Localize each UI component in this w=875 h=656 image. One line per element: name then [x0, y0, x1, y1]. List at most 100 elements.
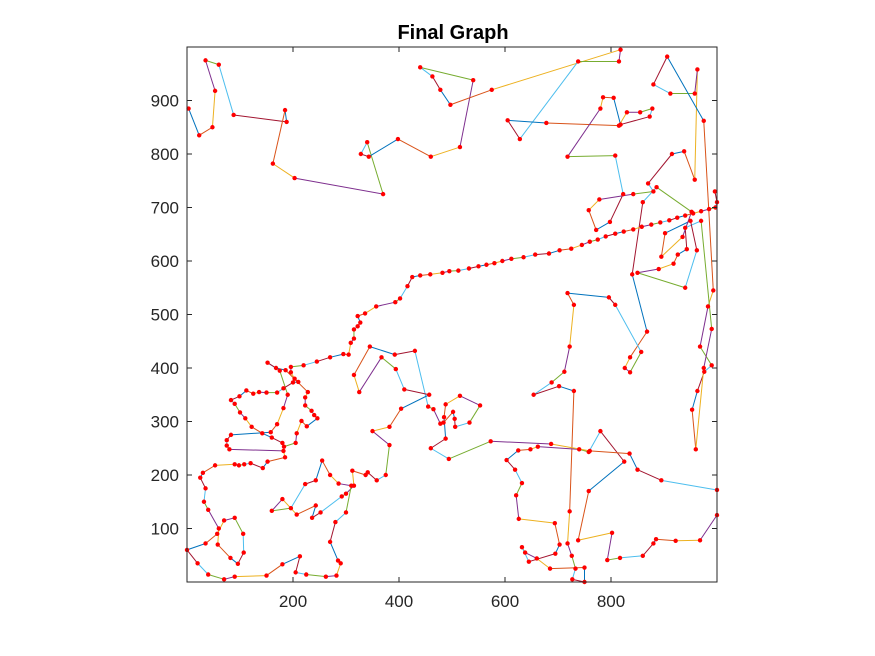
tour-edge — [217, 528, 220, 545]
tour-edge — [469, 405, 481, 423]
tour-edge — [306, 417, 318, 427]
node-point — [575, 59, 581, 64]
node-point — [355, 313, 360, 319]
tour-edge — [694, 69, 698, 94]
node-point — [274, 421, 280, 427]
tour-edge — [533, 382, 552, 396]
tour-edge — [271, 498, 283, 512]
tour-edge — [459, 80, 474, 148]
node-point — [293, 440, 298, 446]
tour-edge — [400, 394, 430, 410]
node-point — [327, 539, 333, 545]
node-point — [569, 246, 574, 251]
node-point — [260, 431, 265, 436]
tour-edge — [599, 193, 634, 200]
tour-edge — [658, 263, 674, 270]
node-point — [656, 266, 661, 272]
node-point — [410, 274, 415, 280]
tour-edge — [197, 562, 209, 575]
node-point — [709, 363, 714, 368]
node-point — [640, 553, 645, 558]
tour-edge — [329, 521, 336, 543]
tour-edge — [211, 90, 216, 128]
tour-edge — [439, 89, 451, 106]
tour-edge — [620, 116, 650, 126]
node-point — [640, 199, 645, 205]
node-point — [280, 496, 285, 502]
tour-edge — [188, 108, 200, 136]
node-point — [712, 189, 718, 194]
node-point — [644, 329, 650, 334]
node-point — [631, 227, 636, 232]
node-point — [274, 390, 280, 395]
node-point — [476, 264, 481, 269]
tour-edge — [656, 186, 692, 213]
node-point — [315, 416, 320, 421]
tour-edge — [385, 444, 390, 476]
tour-edge — [535, 253, 550, 256]
node-point — [350, 468, 355, 473]
node-point — [203, 58, 208, 63]
tour-edge — [588, 430, 601, 453]
node-point — [256, 389, 262, 395]
node-point — [658, 220, 663, 225]
node-point — [701, 365, 706, 371]
node-point — [200, 470, 206, 476]
y-tick-label: 600 — [151, 252, 179, 271]
node-point — [370, 428, 375, 434]
node-point — [694, 248, 700, 253]
node-point — [393, 366, 399, 372]
node-point — [618, 47, 623, 52]
node-point — [631, 191, 636, 197]
y-tick-label: 700 — [151, 199, 179, 218]
node-point — [512, 467, 518, 472]
node-point — [662, 230, 668, 236]
tour-edge — [276, 407, 284, 425]
node-point — [651, 541, 656, 546]
node-point — [557, 542, 562, 547]
node-point — [228, 432, 234, 438]
node-point — [709, 326, 714, 332]
node-point — [336, 481, 341, 486]
tour-edge — [703, 328, 713, 369]
tour-edge — [536, 558, 551, 570]
node-point — [198, 475, 203, 480]
tour-edge — [203, 488, 207, 502]
node-point — [607, 219, 613, 225]
node-point — [294, 431, 299, 436]
node-point — [509, 256, 514, 262]
tour-edge — [450, 89, 492, 106]
node-point — [557, 248, 562, 253]
x-tick-label: 600 — [491, 592, 519, 611]
tour-edge — [198, 126, 213, 136]
tour-edge — [637, 268, 659, 274]
node-point — [438, 421, 443, 426]
node-point — [698, 218, 704, 224]
tour-edge — [588, 461, 625, 492]
node-point — [237, 410, 243, 415]
node-point — [327, 472, 333, 478]
node-point — [293, 570, 298, 575]
tour-edge — [629, 453, 638, 470]
node-point — [675, 252, 680, 257]
tour-edge — [691, 409, 697, 450]
node-point — [302, 395, 308, 400]
tour-edge — [558, 385, 575, 392]
node-point — [398, 406, 404, 411]
tour-edge — [600, 430, 625, 462]
node-point — [448, 102, 453, 107]
node-point — [405, 283, 410, 289]
node-point — [647, 114, 652, 119]
node-point — [593, 227, 599, 233]
node-point — [452, 416, 457, 422]
node-point — [227, 447, 232, 452]
node-point — [587, 448, 592, 454]
tour-edge — [537, 446, 580, 450]
node-point — [528, 447, 533, 452]
node-point — [621, 229, 626, 234]
node-point — [705, 304, 711, 309]
node-point — [195, 561, 200, 566]
tour-edge — [445, 395, 461, 405]
tour-edge — [455, 422, 470, 428]
node-point — [575, 538, 581, 543]
